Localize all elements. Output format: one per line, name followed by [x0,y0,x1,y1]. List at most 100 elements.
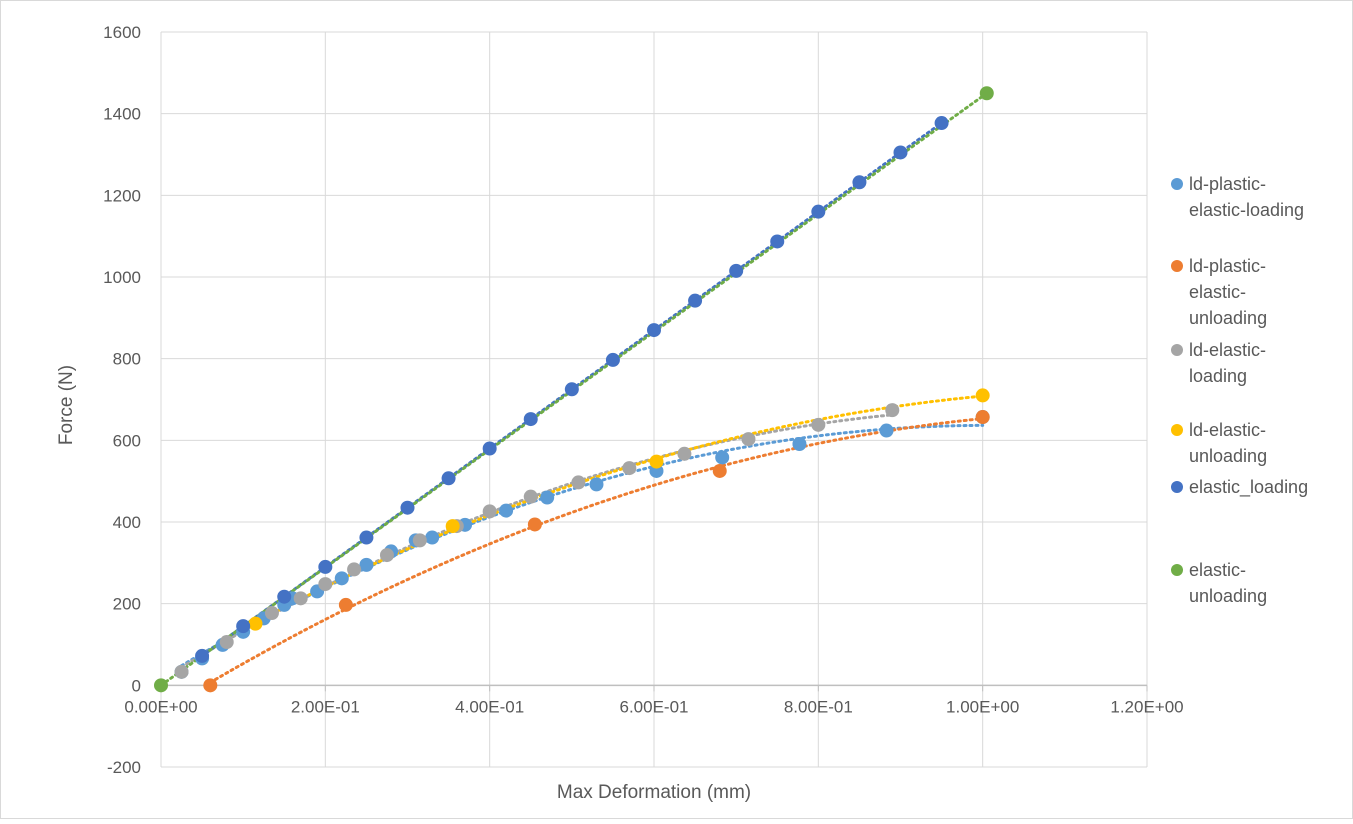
trendline-ld-elastic-unloading [253,394,985,624]
point-elastic_loading [934,116,949,131]
point-ld-elastic-loading [523,489,538,504]
point-ld-elastic-loading [622,461,637,476]
y-tick-label: 200 [113,595,141,614]
point-ld-plastic-elastic-unloading [975,410,990,425]
x-tick-label: 2.00E-01 [291,697,360,716]
y-axis-title: Force (N) [56,365,77,445]
point-elastic_loading [277,589,292,604]
point-elastic_loading [770,234,785,249]
y-tick-label: 1200 [103,186,141,205]
point-elastic-unloading [979,86,994,101]
point-elastic_loading [523,412,538,427]
y-tick-label: -200 [107,758,141,777]
point-ld-elastic-unloading [248,616,263,631]
data-points [154,86,994,693]
legend-label: elastic-loading [1189,200,1304,220]
legend-item-elastic_loading: elastic_loading [1171,477,1308,498]
point-ld-elastic-loading [482,504,497,519]
point-ld-elastic-loading [293,591,308,606]
point-ld-elastic-loading [571,475,586,490]
trendline-elastic-unloading [159,91,989,687]
point-elastic_loading [400,500,415,515]
x-tick-label: 6.00E-01 [620,697,689,716]
y-tick-label: 1400 [103,105,141,124]
point-elastic_loading [647,323,661,338]
x-tick-label: 1.00E+00 [946,697,1019,716]
point-elastic_loading [605,352,620,367]
point-elastic_loading [236,619,251,634]
point-ld-plastic-elastic-unloading [203,678,218,693]
legend-label: ld-elastic- [1189,340,1266,360]
legend-label: unloading [1189,308,1267,328]
point-ld-plastic-elastic-loading [715,450,730,465]
point-ld-plastic-elastic-loading [589,477,604,492]
y-tick-label: 0 [132,676,141,695]
point-ld-plastic-elastic-loading [359,557,374,572]
point-ld-elastic-loading [412,533,427,548]
point-ld-elastic-loading [885,403,900,418]
y-tick-label: 800 [113,350,141,369]
point-elastic_loading [318,559,333,574]
legend-label: ld-plastic- [1189,174,1266,194]
legend-label: elastic- [1189,560,1246,580]
point-elastic_loading [195,648,210,663]
point-ld-plastic-elastic-loading [540,490,555,505]
x-axis-title: Max Deformation (mm) [557,782,751,803]
point-elastic_loading [852,175,867,190]
point-ld-plastic-elastic-unloading [527,517,542,532]
point-elastic-unloading [154,678,168,693]
point-elastic_loading [688,293,703,308]
legend-marker [1171,481,1183,493]
y-tick-label: 400 [113,513,141,532]
point-ld-elastic-loading [347,562,362,577]
legend-label: ld-elastic- [1189,420,1266,440]
legend-marker [1171,344,1183,356]
point-ld-elastic-unloading [445,519,460,534]
legend-label: elastic- [1189,282,1246,302]
point-elastic_loading [359,530,374,545]
y-tick-label: 1600 [103,23,141,42]
legend-item-ld-plastic-elastic-unloading: ld-plastic-elastic-unloading [1171,256,1267,328]
point-ld-elastic-loading [811,417,826,432]
point-elastic_loading [564,382,579,397]
legend-label: unloading [1189,446,1267,466]
point-elastic_loading [729,263,744,278]
x-tick-label: 1.20E+00 [1110,697,1183,716]
axes [160,684,1148,692]
point-ld-elastic-loading [264,606,279,621]
point-ld-plastic-elastic-loading [792,437,807,452]
point-elastic_loading [441,471,456,486]
legend-marker [1171,564,1183,576]
legend-label: unloading [1189,586,1267,606]
tick-labels: -200 0 200 400 600 800 1000 1200 1400 1600 0.00E+0… [103,23,1183,777]
legend: ld-plastic-elastic-loadingld-plastic-ela… [1171,174,1308,606]
y-tick-label: 600 [113,431,141,450]
legend-item-ld-plastic-elastic-loading: ld-plastic-elastic-loading [1171,174,1304,220]
x-tick-label: 4.00E-01 [455,697,524,716]
point-ld-elastic-unloading [975,388,990,403]
legend-marker [1171,260,1183,272]
legend-label: ld-plastic- [1189,256,1266,276]
point-elastic_loading [811,204,826,219]
point-ld-plastic-elastic-loading [879,423,894,438]
x-tick-label: 0.00E+00 [124,697,197,716]
point-ld-plastic-elastic-loading [425,530,440,545]
point-ld-elastic-loading [379,548,394,563]
point-ld-elastic-loading [741,432,756,447]
legend-marker [1171,424,1183,436]
point-ld-elastic-loading [318,577,333,592]
gridlines [160,31,1148,768]
point-ld-elastic-loading [174,664,189,679]
legend-marker [1171,178,1183,190]
legend-item-ld-elastic-unloading: ld-elastic-unloading [1171,420,1267,466]
legend-item-ld-elastic-loading: ld-elastic-loading [1171,340,1266,386]
point-ld-elastic-loading [219,635,234,650]
legend-label: loading [1189,366,1247,386]
x-tick-label: 8.00E-01 [784,697,853,716]
point-ld-plastic-elastic-unloading [712,463,727,478]
point-ld-plastic-elastic-loading [334,571,349,586]
point-ld-elastic-unloading [649,454,664,469]
